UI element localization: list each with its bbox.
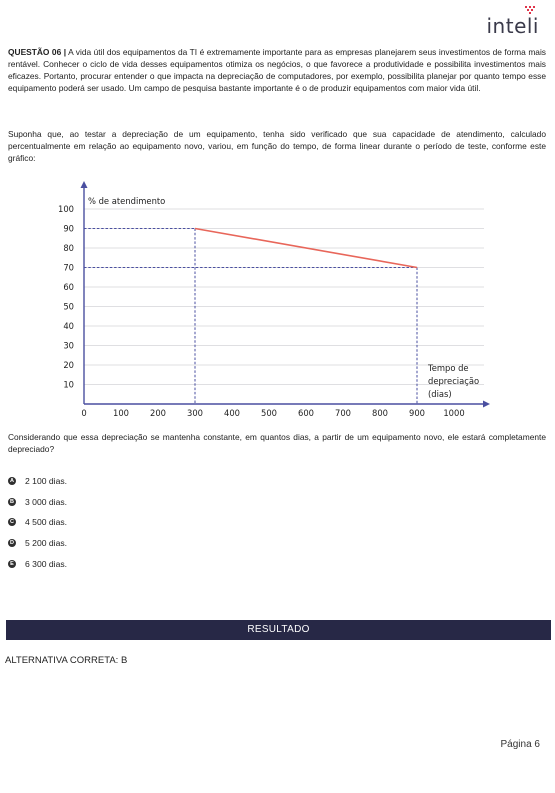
x-tick-label: 200 (150, 408, 166, 418)
page-number: Página 6 (500, 739, 540, 750)
option-b[interactable]: B 3 000 dias. (8, 492, 67, 513)
x-tick-label: 700 (335, 408, 351, 418)
y-tick-label: 10 (63, 380, 74, 390)
depreciation-line (194, 227, 418, 269)
option-badge-c: C (8, 518, 16, 527)
x-tick-label: 900 (409, 408, 425, 418)
depreciation-chart: 10 20 30 40 50 60 70 80 90 100 0 100 200 300 400 500 60… (58, 181, 490, 418)
x-axis-label-line-1: Tempo de (427, 363, 469, 373)
x-tick-label: 500 (261, 408, 277, 418)
y-tick-label: 70 (63, 263, 74, 273)
question-paragraph-3: Considerando que essa depreciação se man… (8, 432, 546, 454)
y-tick-label: 90 (63, 224, 74, 234)
option-d[interactable]: D 5 200 dias. (8, 533, 67, 554)
option-c[interactable]: C 4 500 dias. (8, 512, 67, 533)
question-paragraph-2: Suponha que, ao testar a depreciação de … (8, 129, 546, 163)
result-banner: RESULTADO (6, 620, 551, 640)
x-tick-label: 0 (81, 408, 86, 418)
logo-dots-icon (523, 6, 537, 16)
x-tick-label: 600 (298, 408, 314, 418)
y-tick-label: 100 (58, 204, 74, 214)
brand-name: inteli (486, 14, 539, 38)
question-label: QUESTÃO 06 | (8, 47, 67, 57)
x-axis-arrow-icon (483, 400, 490, 408)
option-e[interactable]: E 6 300 dias. (8, 553, 67, 574)
inteli-logo: inteli (449, 6, 539, 38)
x-tick-label: 1000 (443, 408, 464, 418)
x-tick-label: 800 (372, 408, 388, 418)
option-badge-b: B (8, 497, 16, 506)
answer-options: A 2 100 dias. B 3 000 dias. C 4 500 dias. D… (8, 471, 67, 574)
y-tick-label: 80 (63, 243, 74, 253)
option-text-c: 4 500 dias. (25, 517, 68, 528)
option-text-e: 6 300 dias. (25, 558, 68, 569)
y-tick-label: 20 (63, 360, 74, 370)
option-a[interactable]: A 2 100 dias. (8, 471, 67, 492)
option-badge-e: E (8, 559, 16, 568)
x-axis-label-line-2: depreciação (428, 376, 479, 386)
y-axis-arrow-icon (80, 181, 88, 188)
x-axis-label-line-3: (dias) (428, 389, 452, 399)
x-tick-label: 400 (224, 408, 240, 418)
y-tick-label: 60 (63, 282, 74, 292)
y-tick-label: 50 (63, 302, 74, 312)
y-tick-label: 40 (63, 321, 74, 331)
y-tick-label: 30 (63, 341, 74, 351)
x-tick-label: 100 (113, 408, 129, 418)
question-text-1: A vida útil dos equipamentos da TI é ext… (8, 47, 546, 93)
option-badge-a: A (8, 477, 16, 486)
correct-answer: ALTERNATIVA CORRETA: B (5, 655, 128, 666)
option-text-d: 5 200 dias. (25, 538, 68, 549)
x-tick-label: 300 (187, 408, 203, 418)
option-text-a: 2 100 dias. (25, 476, 68, 487)
option-text-b: 3 000 dias. (25, 496, 68, 507)
question-paragraph-1: QUESTÃO 06 | A vida útil dos equipamento… (8, 46, 546, 94)
option-badge-d: D (8, 539, 16, 548)
y-axis-label: % de atendimento (88, 196, 165, 206)
